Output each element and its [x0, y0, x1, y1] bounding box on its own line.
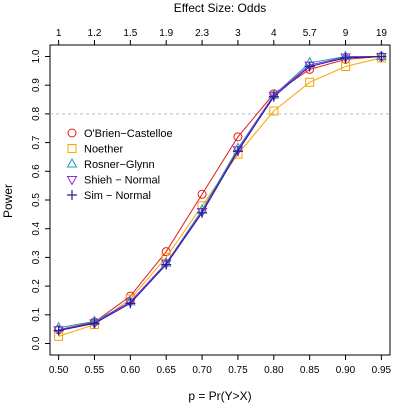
y-tick-label: 0.2 [31, 279, 42, 293]
legend-label: O'Brien−Castelloe [84, 128, 173, 140]
marker-triangle-up [66, 157, 78, 168]
y-tick-label: 1.0 [31, 49, 42, 63]
x-tick-label: 0.55 [85, 365, 105, 376]
marker-plus [376, 51, 387, 62]
plot-area: 0.50 0.55 0.60 0.65 0.70 0.75 0.80 0.85 0.90 0.95… [31, 28, 392, 376]
y-tick-label: 0.8 [31, 107, 42, 121]
y-axis-title: Power [1, 184, 15, 218]
legend: O'Brien−Castelloe Noether Rosner−Glynn Shie… [66, 128, 173, 202]
x-tick-label: 0.50 [49, 365, 69, 376]
y-tick-label: 0.0 [31, 336, 42, 350]
x-tick-label: 0.75 [228, 365, 248, 376]
marker-triangle-down [66, 176, 78, 186]
top-x-tick-label: 1.9 [159, 28, 173, 39]
top-x-tick-label: 1.2 [88, 28, 102, 39]
top-x-tick-label: 4 [271, 28, 277, 39]
marker-plus [304, 61, 315, 72]
series-line-2 [58, 55, 382, 329]
legend-label: Rosner−Glynn [84, 159, 155, 171]
top-x-tick-label: 19 [376, 28, 388, 39]
top-x-tick-label: 3 [235, 28, 241, 39]
marker-plus [197, 207, 208, 218]
series-line-4 [58, 55, 382, 332]
marker-plus [89, 318, 100, 329]
legend-label: Noether [84, 144, 123, 156]
top-x-tick-label: 1.5 [123, 28, 137, 39]
y-tick-label: 0.4 [31, 221, 42, 235]
top-x-tick-label: 9 [343, 28, 349, 39]
marker-square [67, 144, 77, 153]
x-tick-label: 0.70 [192, 365, 212, 376]
x-tick-label: 0.80 [264, 365, 284, 376]
marker-plus [53, 325, 64, 336]
y-tick-label: 0.3 [31, 250, 42, 264]
marker-circle [67, 128, 77, 138]
series-line-3 [58, 55, 382, 331]
marker-plus [340, 52, 351, 63]
marker-circle [233, 132, 243, 142]
x-tick-label: 0.65 [156, 365, 176, 376]
marker-plus [268, 91, 279, 102]
legend-label: Sim − Normal [84, 190, 151, 202]
x-tick-label: 0.95 [372, 365, 392, 376]
marker-plus [232, 146, 243, 157]
marker-square [269, 106, 279, 116]
x-tick-label: 0.85 [300, 365, 320, 376]
chart-title: Effect Size: Odds [174, 1, 267, 15]
series-line-0 [58, 55, 382, 331]
top-x-tick-label: 5.7 [303, 28, 317, 39]
marker-plus [125, 298, 136, 309]
top-x-tick-label: 2.3 [195, 28, 209, 39]
marker-square [305, 77, 315, 87]
marker-plus [67, 190, 77, 200]
y-tick-label: 0.1 [31, 307, 42, 321]
marker-plus [161, 259, 172, 270]
y-tick-label: 0.9 [31, 78, 42, 92]
marker-circle [197, 189, 207, 199]
x-tick-label: 0.60 [121, 365, 141, 376]
y-tick-label: 0.6 [31, 164, 42, 178]
y-tick-label: 0.7 [31, 135, 42, 149]
top-x-tick-label: 1 [56, 28, 62, 39]
x-axis-title: p = Pr(Y>X) [188, 389, 251, 403]
y-tick-label: 0.5 [31, 193, 42, 207]
x-tick-label: 0.90 [336, 365, 356, 376]
legend-label: Shieh − Normal [84, 175, 160, 187]
